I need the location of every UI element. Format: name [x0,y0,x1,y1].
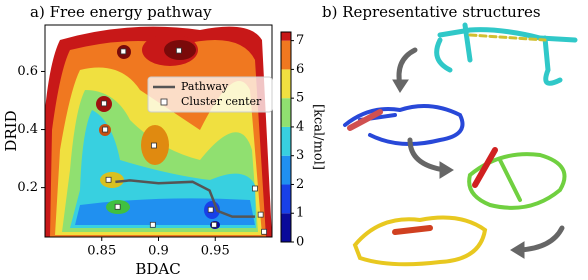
y-tick-label: 0.4 [17,122,38,137]
legend-label: Cluster center [181,95,262,108]
colorbar-label: [kcal/mol] [311,104,326,170]
x-axis-label: BDAC [135,260,180,278]
energy-surface [45,25,272,237]
cluster-center [101,100,107,107]
panel-b-title: b) Representative structures [322,3,541,21]
cluster-center [114,203,121,210]
structures [343,22,578,267]
cluster-center [120,48,127,55]
colorbar-segment [281,32,291,41]
cluster-center [261,228,267,235]
colorbar-tick-label: 2 [296,177,304,192]
pathway-line [115,179,255,218]
colorbar-tick-label: 4 [296,119,304,134]
legend-label: Pathway [181,80,229,93]
colorbar-segment [281,213,291,242]
x-tick-label: 0.95 [201,244,230,259]
y-tick-label: 0.2 [17,180,38,195]
colorbar-segment [281,40,291,70]
cluster-center [252,185,258,192]
cluster-center [102,126,109,133]
colorbar-frame [280,31,292,243]
colorbar-segment [281,155,291,185]
colorbar-segment [281,69,291,99]
colorbar-tick-label: 3 [296,148,304,163]
legend-marker [160,98,168,106]
cluster-center [207,206,214,213]
cluster-center [149,221,156,228]
colorbar-segment [281,126,291,156]
cluster-center [176,47,182,54]
legend [147,76,273,113]
cluster-center [105,176,112,183]
x-tick-label: 0.9 [148,244,169,259]
colorbar-tick-label: 7 [296,33,304,48]
cluster-center [211,221,218,228]
cluster-center [257,211,264,218]
y-axis-label: DRID [2,110,20,151]
colorbar-tick-label: 5 [296,91,304,106]
cluster-center [151,142,157,149]
panel-a-title: a) Free energy pathway [30,3,212,21]
colorbar-tick-label: 0 [296,235,304,250]
x-tick-label: 0.85 [87,244,116,259]
colorbar-tick-label: 1 [296,206,304,221]
colorbar-segment [281,98,291,127]
y-tick-label: 0.6 [17,64,38,79]
colorbar-segment [281,184,291,214]
colorbar-tick-label: 6 [296,62,304,77]
